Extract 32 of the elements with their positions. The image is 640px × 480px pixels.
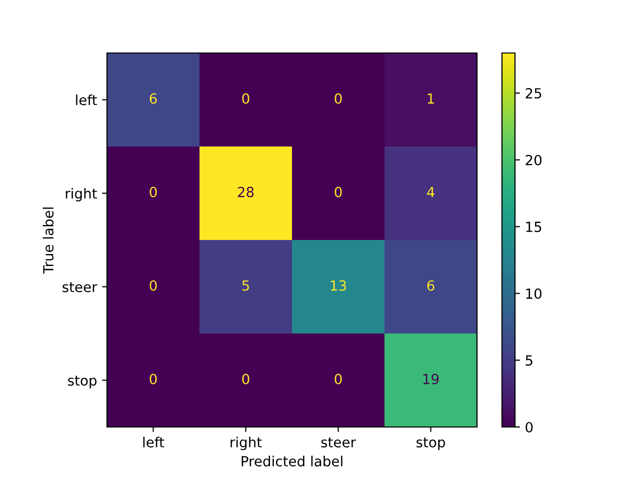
data-label: 5 (242, 280, 249, 291)
x-tick-label: left (143, 436, 164, 448)
data-label: 0 (150, 186, 157, 198)
data-label: 0 (150, 374, 157, 384)
y-tick-label: steer (62, 282, 98, 292)
data-label: 0 (334, 374, 342, 384)
color-bar-label: 20 (526, 154, 542, 166)
data-label: 28 (238, 186, 254, 198)
color-bar-label: 0 (526, 422, 533, 432)
data-label: 19 (423, 374, 439, 384)
x-tick-label: steer (321, 438, 356, 448)
color-bar-label: 10 (526, 288, 542, 299)
x-tick-label: right (230, 436, 262, 450)
x-tick-label: stop (416, 438, 445, 450)
data-label: 6 (427, 280, 434, 291)
y-axis-title: True label (42, 208, 54, 274)
data-label: 0 (242, 93, 250, 104)
data-label: 6 (150, 93, 157, 104)
data-label: 1 (428, 93, 434, 104)
y-tick-label: stop (68, 376, 97, 388)
data-label: 4 (427, 186, 434, 198)
x-axis-title: Predicted label (242, 456, 342, 466)
color-bar-label: 15 (526, 222, 542, 232)
color-bar-label: 5 (526, 355, 532, 366)
color-bar-label: 25 (526, 88, 542, 99)
y-tick-label: left (76, 94, 97, 106)
data-label: 0 (334, 93, 342, 104)
data-label: 0 (242, 374, 250, 384)
data-label: 0 (334, 186, 342, 198)
data-label: 13 (330, 280, 346, 291)
data-label: 0 (150, 280, 157, 291)
y-tick-label: right (66, 188, 97, 202)
